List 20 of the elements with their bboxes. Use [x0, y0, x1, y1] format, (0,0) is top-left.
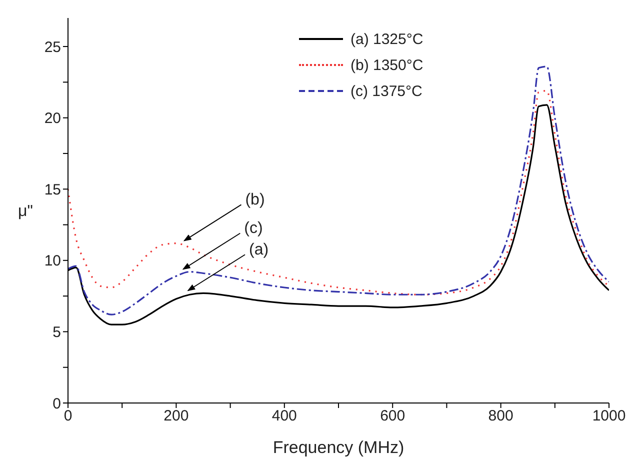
x-tick-label: 400: [272, 408, 297, 425]
x-tick-label: 200: [164, 408, 189, 425]
y-tick-label: 0: [52, 395, 61, 412]
y-axis-title: μ": [18, 203, 33, 220]
y-tick-label: 20: [44, 110, 61, 128]
annotation: (a): [249, 242, 269, 259]
legend-label: (a) 1325°C: [350, 30, 424, 48]
x-tick-label: 800: [488, 408, 514, 425]
y-tick-label: 5: [52, 324, 61, 342]
y-tick-label: 10: [44, 252, 61, 270]
annotation: (c): [244, 220, 263, 238]
annotation: (b): [245, 192, 265, 209]
x-tick-label: 0: [64, 408, 72, 425]
x-tick-label: 1000: [592, 408, 626, 425]
y-tick-label: 25: [44, 38, 61, 56]
legend-label: (c) 1375°C: [350, 82, 422, 100]
legend-label: (b) 1350°C: [350, 56, 424, 74]
x-axis-title: Frequency (MHz): [272, 438, 404, 457]
x-tick-label: 600: [380, 408, 406, 425]
y-tick-label: 15: [44, 181, 61, 198]
